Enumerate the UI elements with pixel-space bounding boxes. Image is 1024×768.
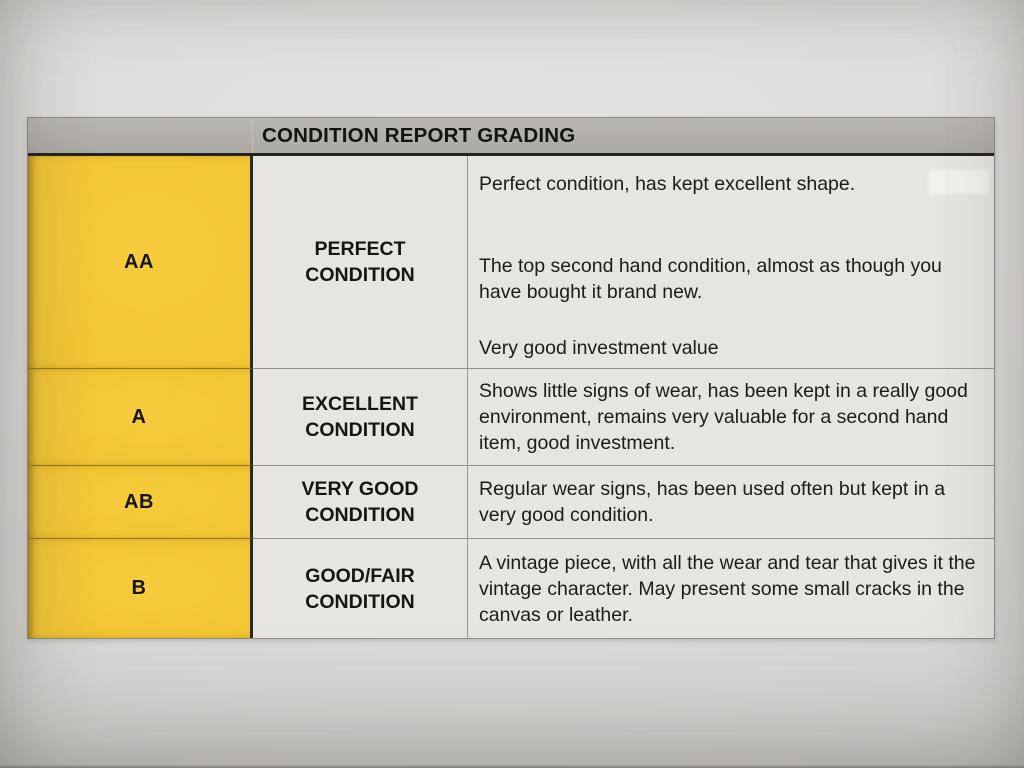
description-paragraph: Perfect condition, has kept excellent sh… (479, 173, 856, 195)
condition-name-line: EXCELLENT (302, 393, 418, 415)
condition-name-line: PERFECT (314, 238, 406, 260)
condition-name-cell: EXCELLENT CONDITION (253, 368, 468, 465)
description-cell: Regular wear signs, has been used often … (468, 465, 994, 538)
condition-name-line: CONDITION (305, 264, 415, 286)
table-row: AA PERFECT CONDITION Perfect condition, … (28, 156, 994, 368)
table-title: CONDITION REPORT GRADING (262, 123, 576, 147)
grade-cell-aa: AA (28, 156, 253, 368)
description-paragraph: Regular wear signs, has been used often … (479, 478, 946, 526)
condition-name-line: CONDITION (305, 419, 415, 441)
description-cell: Shows little signs of wear, has been kep… (468, 368, 994, 465)
grade-cell-b: B (28, 538, 253, 638)
description-paragraph: The top second hand condition, almost as… (479, 255, 942, 303)
condition-name-line: GOOD/FAIR (305, 564, 415, 587)
table-header-bar: CONDITION REPORT GRADING (28, 118, 994, 156)
table-row: AB VERY GOOD CONDITION Regular wear sign… (28, 465, 994, 538)
description-paragraph: A vintage piece, with all the wear and t… (479, 551, 976, 626)
condition-name-cell: GOOD/FAIR CONDITION (253, 538, 468, 638)
condition-name-line: VERY GOOD (301, 478, 419, 500)
condition-report-grading-table: CONDITION REPORT GRADING AA PERFECT COND… (27, 117, 995, 639)
grade-cell-ab: AB (28, 465, 253, 538)
table-header-spacer (28, 118, 253, 153)
condition-name-line: CONDITION (305, 590, 415, 613)
condition-name-cell: PERFECT CONDITION (253, 156, 468, 368)
description-paragraph: Very good investment value (479, 337, 719, 359)
grade-cell-a: A (28, 368, 253, 465)
description-cell: A vintage piece, with all the wear and t… (468, 538, 994, 638)
condition-name-cell: VERY GOOD CONDITION (253, 465, 468, 538)
table-row: B GOOD/FAIR CONDITION A vintage piece, w… (28, 538, 994, 638)
table-row: A EXCELLENT CONDITION Shows little signs… (28, 368, 994, 465)
condition-name-line: CONDITION (305, 504, 415, 526)
description-cell: Perfect condition, has kept excellent sh… (468, 156, 994, 368)
description-paragraph: Shows little signs of wear, has been kep… (479, 380, 968, 454)
